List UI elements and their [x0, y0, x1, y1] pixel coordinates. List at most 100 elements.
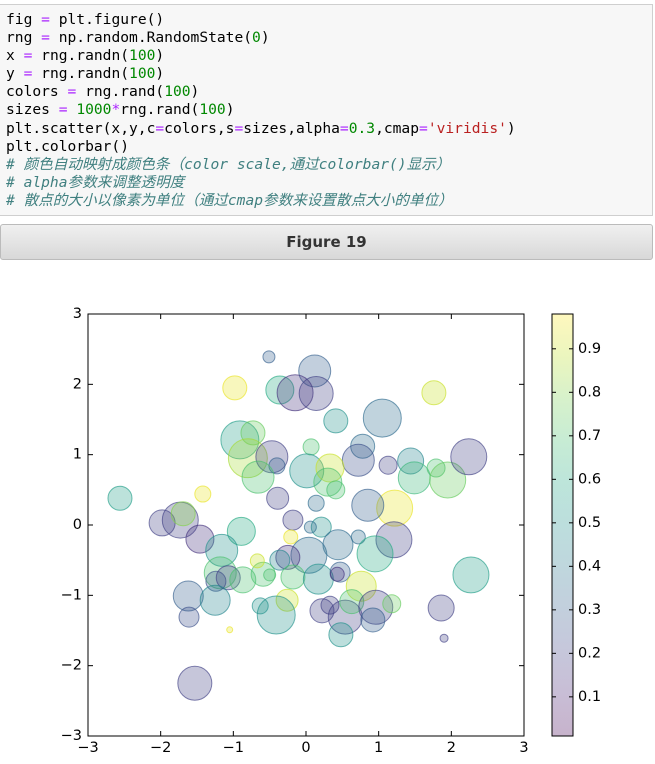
x-tick-label: −1: [223, 740, 244, 756]
code: fig = plt.figure() rng = np.random.Random…: [6, 11, 516, 210]
point: [229, 566, 257, 594]
point: [421, 380, 447, 406]
point: [170, 501, 196, 527]
point: [323, 408, 349, 434]
x-tick-label: 2: [447, 740, 456, 756]
colorbar-tick-label: 0.1: [578, 689, 601, 705]
point: [276, 374, 314, 412]
point: [241, 460, 275, 494]
code-line: sizes = 1000*rng.rand(100): [6, 101, 235, 119]
point: [177, 665, 213, 701]
point: [256, 595, 296, 635]
colorbar-tick-label: 0.7: [578, 428, 601, 444]
point: [255, 440, 289, 474]
colorbar-tick-label: 0.6: [578, 471, 601, 487]
colorbar-tick-label: 0.9: [578, 341, 601, 357]
point: [222, 375, 248, 401]
point: [382, 594, 402, 614]
point: [362, 398, 402, 438]
point: [302, 438, 320, 456]
x-tick-label: −2: [150, 740, 171, 756]
point: [215, 565, 241, 591]
x-tick-label: 0: [301, 740, 310, 756]
point: [341, 443, 375, 477]
point: [439, 633, 449, 643]
y-tick-label: −1: [61, 587, 82, 603]
point: [203, 556, 237, 590]
colorbar-tick-label: 0.8: [578, 384, 601, 400]
code-line: colors = rng.rand(100): [6, 83, 200, 101]
point: [251, 597, 269, 615]
point: [307, 494, 325, 512]
point: [269, 549, 291, 571]
point: [378, 455, 398, 475]
point: [266, 486, 290, 510]
y-tick-label: 3: [73, 306, 82, 322]
points: [107, 350, 490, 701]
point: [178, 606, 200, 628]
y-tick-label: −3: [61, 728, 82, 744]
y-tick-label: 0: [73, 517, 82, 533]
point: [303, 520, 317, 534]
point: [262, 350, 276, 364]
colorbar-tick-label: 0.3: [578, 602, 601, 618]
y-tick-label: 2: [73, 376, 82, 392]
point: [397, 447, 425, 475]
point: [427, 594, 455, 622]
x-tick-label: 1: [374, 740, 383, 756]
point: [185, 524, 215, 554]
point: [429, 461, 467, 499]
code-line: x = rng.randn(100): [6, 47, 165, 65]
point: [194, 485, 212, 503]
point: [265, 375, 295, 405]
point: [282, 509, 304, 531]
code-line: plt.colorbar(): [6, 137, 130, 155]
point: [328, 622, 354, 648]
point: [280, 564, 306, 590]
point: [360, 607, 386, 633]
code-line: # alpha参数来调整透明度: [6, 173, 185, 191]
point: [263, 568, 277, 582]
point: [320, 595, 340, 615]
y-tick-label: 1: [73, 447, 82, 463]
point: [302, 563, 334, 595]
code-line: y = rng.randn(100): [6, 65, 165, 83]
point: [356, 535, 394, 573]
point: [322, 529, 354, 561]
point: [227, 438, 268, 479]
point: [351, 488, 385, 522]
point: [310, 516, 332, 538]
colorbar-tick-label: 0.5: [578, 515, 601, 531]
point: [397, 461, 431, 495]
point: [313, 467, 343, 497]
code-line: rng = np.random.RandomState(0): [6, 29, 270, 47]
point: [376, 489, 414, 527]
point: [452, 556, 490, 594]
figure-header: Figure 19: [0, 224, 653, 260]
point: [275, 544, 301, 570]
point: [450, 438, 488, 476]
code-cell[interactable]: fig = plt.figure() rng = np.random.Random…: [0, 4, 653, 216]
point: [107, 485, 133, 511]
colorbar-tick-label: 0.2: [578, 645, 601, 661]
point: [226, 626, 234, 634]
x-tick-label: −3: [77, 740, 98, 756]
point: [329, 566, 345, 582]
point: [289, 453, 325, 489]
point: [199, 584, 231, 616]
point: [345, 570, 377, 602]
x-tick-label: 3: [519, 740, 528, 756]
code-line: fig = plt.figure(): [6, 11, 165, 28]
colorbar-tick-label: 0.4: [578, 558, 601, 574]
colorbar: [551, 313, 574, 737]
point: [326, 480, 346, 500]
y-tick-label: −2: [61, 658, 82, 674]
code-line: # 散点的大小以像素为单位（通过cmap参数来设置散点大小的单位）: [6, 191, 453, 209]
code-line: plt.scatter(x,y,c=colors,s=sizes,alpha=0…: [6, 119, 516, 137]
point: [226, 516, 256, 546]
point: [339, 589, 365, 615]
point: [375, 521, 413, 559]
point: [249, 553, 265, 569]
point: [172, 580, 204, 612]
